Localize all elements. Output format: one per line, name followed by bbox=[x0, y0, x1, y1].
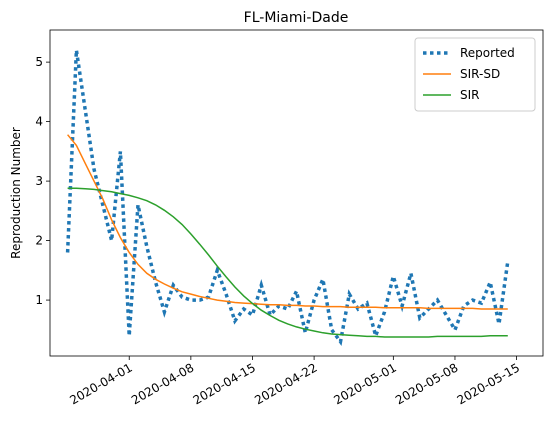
series-line bbox=[67, 134, 508, 310]
series-line bbox=[67, 187, 508, 338]
y-tick-label: 2 bbox=[35, 234, 43, 248]
legend-box bbox=[414, 37, 536, 112]
series-line bbox=[65, 49, 510, 346]
legend-label: Reported bbox=[460, 46, 515, 60]
plot-frame bbox=[49, 29, 544, 357]
x-tick-label: 2020-04-15 bbox=[191, 360, 258, 407]
y-tick-label: 3 bbox=[35, 174, 43, 188]
x-tick-label: 2020-04-08 bbox=[129, 360, 196, 407]
x-tick-label: 2020-05-01 bbox=[331, 360, 398, 407]
y-axis-label: Reproduction Number bbox=[9, 127, 23, 259]
y-tick-label: 5 bbox=[35, 55, 43, 69]
y-tick-label: 4 bbox=[35, 115, 43, 129]
x-tick-label: 2020-05-15 bbox=[455, 360, 522, 407]
x-tick-label: 2020-05-08 bbox=[393, 360, 460, 407]
y-tick-label: 1 bbox=[35, 293, 43, 307]
legend-label: SIR-SD bbox=[460, 67, 500, 81]
legend: Reported SIR-SD SIR bbox=[414, 37, 536, 112]
chart-title: FL-Miami-Dade bbox=[244, 10, 349, 26]
x-tick-label: 2020-04-22 bbox=[252, 360, 319, 407]
x-tick-label: 2020-04-01 bbox=[67, 360, 134, 407]
legend-label: SIR bbox=[460, 88, 480, 102]
